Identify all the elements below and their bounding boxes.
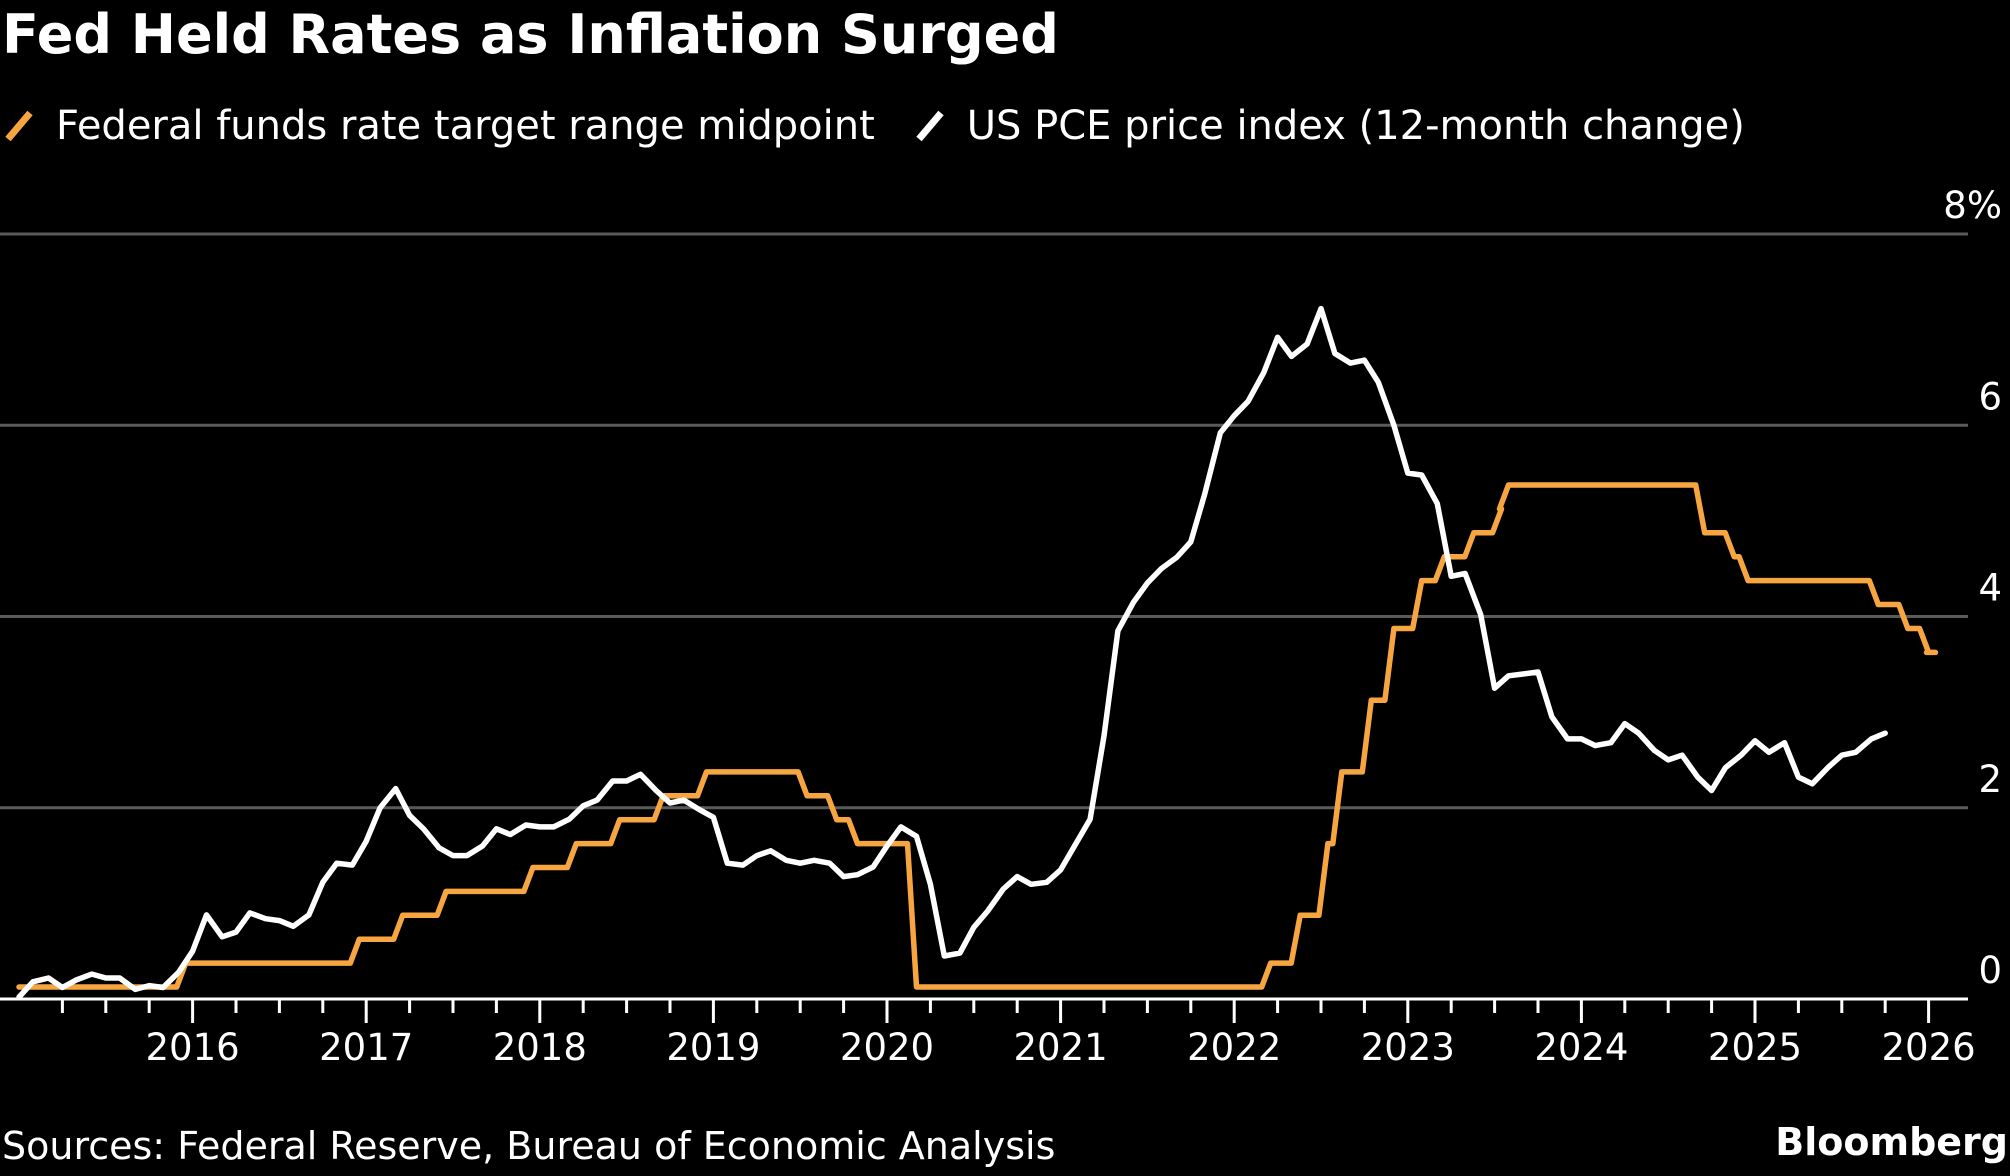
y-axis-labels: 8% 6 4 2 0 [1943,184,2002,992]
x-tick-label-2026: 2026 [1882,1026,1976,1069]
y-tick-label-4: 4 [1978,567,2002,610]
x-tick-label-2020: 2020 [840,1026,934,1069]
y-tick-label-6: 6 [1978,375,2002,418]
x-tick-label-2016: 2016 [146,1026,240,1069]
x-tick-label-2017: 2017 [319,1026,413,1069]
legend-item-pce: US PCE price index (12-month change) [915,103,1745,149]
x-axis: 2016 2017 2018 2019 2020 2021 2022 2023 2024 2025… [0,997,1976,1069]
gridlines [0,232,1968,810]
x-tick-label-2018: 2018 [493,1026,587,1069]
x-tick-label-2025: 2025 [1708,1026,1802,1069]
x-tick-label-2019: 2019 [666,1026,760,1069]
x-tick-label-2023: 2023 [1361,1026,1455,1069]
legend-label-pce: US PCE price index (12-month change) [966,103,1745,149]
brand-logo: Bloomberg [1775,1120,2008,1164]
x-tick-label-2022: 2022 [1187,1026,1281,1069]
legend-swatch-fed-rate-icon [4,108,34,144]
legend-label-fed-rate: Federal funds rate target range midpoint [56,103,875,149]
chart-legend: Federal funds rate target range midpoint… [4,100,1785,152]
sources-note: Sources: Federal Reserve, Bureau of Econ… [2,1124,1056,1168]
legend-item-fed-rate: Federal funds rate target range midpoint [4,103,875,149]
chart-title: Fed Held Rates as Inflation Surged [2,3,1059,66]
y-tick-label-8: 8% [1943,184,2002,227]
y-tick-label-2: 2 [1978,758,2002,801]
x-tick-label-2024: 2024 [1534,1026,1628,1069]
legend-swatch-pce-icon [915,108,945,144]
x-tick-label-2021: 2021 [1014,1026,1108,1069]
series-line-fed-rate [16,482,1939,990]
y-tick-label-0: 0 [1978,949,2002,992]
series-lines [16,305,1939,1000]
series-line-pce [16,305,1888,1000]
